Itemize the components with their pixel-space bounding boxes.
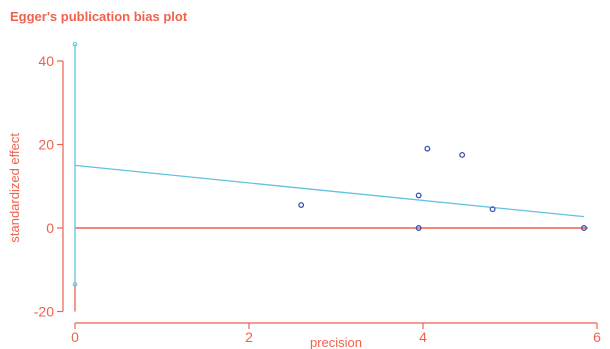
regression-line [74,164,585,218]
data-point [415,225,422,231]
x-tick-label: 4 [419,329,427,345]
y-axis: -20 0 20 40 [34,53,64,320]
x-axis-label: precision [310,335,362,349]
plot-lines [72,42,588,312]
data-point [298,202,305,208]
y-tick-label: 20 [38,137,54,153]
intercept-ci-lower-marker [72,282,78,287]
x-tick-label: 2 [245,329,253,345]
data-point [424,145,431,152]
y-axis-label: standardized effect [7,133,22,243]
chart-title: Egger's publication bias plot [10,9,188,24]
data-point [489,206,496,213]
intercept-ci-upper-marker [72,42,78,47]
data-point [581,225,587,231]
y-tick-label: -20 [34,304,54,320]
data-point [415,192,422,199]
x-tick-label: 0 [71,329,79,345]
data-points [298,145,587,231]
x-axis: 0 2 4 6 [71,322,601,345]
y-tick-label: 40 [38,53,54,69]
x-tick-label: 6 [593,329,601,345]
data-point [459,151,466,158]
y-tick-label: 0 [46,220,54,236]
